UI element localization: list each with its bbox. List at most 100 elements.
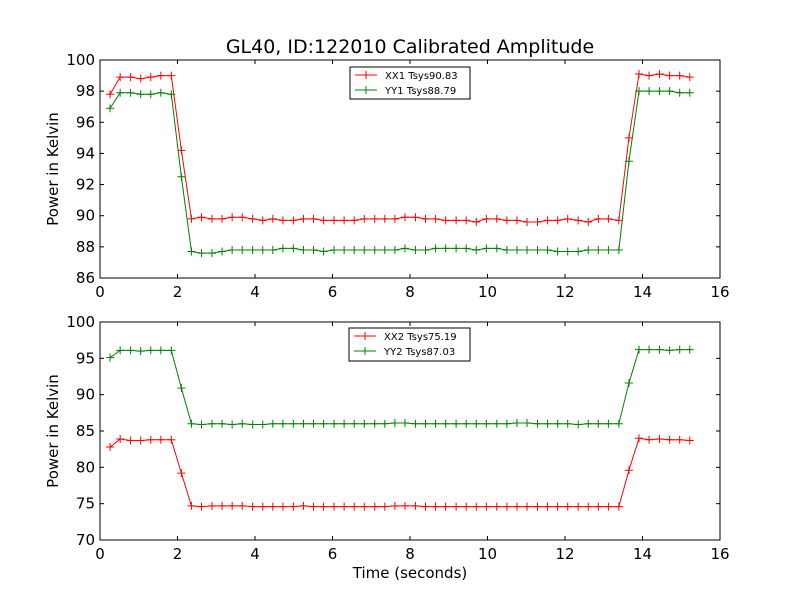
data-point — [492, 244, 501, 253]
data-point — [635, 345, 644, 354]
data-point — [207, 249, 216, 258]
legend-marker — [361, 332, 369, 340]
y-axis-label: Power in Kelvin — [44, 112, 62, 226]
legend-marker — [361, 347, 369, 355]
y-tick-label: 90 — [76, 207, 95, 225]
data-point — [289, 244, 298, 253]
data-point — [584, 245, 593, 254]
data-point — [106, 353, 115, 362]
data-point — [502, 419, 511, 428]
data-point — [533, 502, 542, 511]
data-point — [400, 213, 409, 222]
data-point — [421, 419, 430, 428]
data-point — [258, 245, 267, 254]
data-point — [319, 419, 328, 428]
data-point — [675, 88, 684, 97]
chart-title: GL40, ID:122010 Calibrated Amplitude — [226, 36, 594, 58]
data-point — [116, 88, 125, 97]
data-point — [268, 214, 277, 223]
data-point — [502, 502, 511, 511]
legend-label: YY2 Tsys87.03 — [383, 347, 455, 358]
x-tick-label: 10 — [478, 283, 497, 301]
data-point — [472, 502, 481, 511]
data-point — [624, 133, 633, 142]
data-point — [614, 502, 623, 511]
data-point — [197, 420, 206, 429]
x-tick-label: 8 — [405, 545, 415, 563]
data-point — [330, 419, 339, 428]
data-point — [228, 420, 237, 429]
y-tick-label: 96 — [76, 113, 95, 131]
data-point — [268, 245, 277, 254]
data-point — [400, 419, 409, 428]
data-point — [197, 213, 206, 222]
data-point — [146, 90, 155, 99]
data-point — [452, 419, 461, 428]
data-point — [441, 502, 450, 511]
data-point — [574, 420, 583, 429]
bottom-plot: 0 2 4 6 8 10 12 14 16 70 75 80 85 90 95 100 Power in Kel… — [44, 313, 730, 563]
data-point — [574, 247, 583, 256]
data-point — [594, 245, 603, 254]
data-point — [136, 347, 145, 356]
data-point — [167, 346, 176, 355]
data-point — [411, 245, 420, 254]
x-tick-label: 0 — [95, 283, 105, 301]
data-point — [482, 244, 491, 253]
data-point — [645, 71, 654, 80]
data-point — [248, 420, 257, 429]
y-tick-label: 75 — [76, 495, 95, 513]
data-point — [248, 214, 257, 223]
data-point — [523, 217, 532, 226]
data-point — [116, 346, 125, 355]
data-point — [116, 434, 125, 443]
data-point — [197, 249, 206, 258]
data-point — [645, 345, 654, 354]
data-point — [502, 245, 511, 254]
data-point — [675, 71, 684, 80]
data-point — [635, 70, 644, 79]
data-point — [278, 244, 287, 253]
data-point — [655, 70, 664, 79]
data-point — [685, 436, 694, 445]
data-point — [258, 502, 267, 511]
data-point — [156, 88, 165, 97]
data-point — [238, 245, 247, 254]
legend-marker — [362, 71, 370, 79]
data-point — [380, 214, 389, 223]
data-point — [268, 419, 277, 428]
data-point — [106, 104, 115, 113]
data-point — [278, 419, 287, 428]
data-point — [482, 214, 491, 223]
data-point — [187, 214, 196, 223]
legend-label: YY1 Tsys88.79 — [384, 86, 456, 97]
data-point — [482, 502, 491, 511]
legend-marker — [362, 86, 370, 94]
data-point — [594, 419, 603, 428]
data-point — [462, 502, 471, 511]
y-tick-label: 100 — [66, 313, 95, 331]
data-point — [187, 501, 196, 510]
data-point — [390, 245, 399, 254]
data-point — [238, 213, 247, 222]
data-point — [594, 502, 603, 511]
data-point — [584, 502, 593, 511]
data-point — [218, 419, 227, 428]
data-point — [228, 501, 237, 510]
data-point — [360, 502, 369, 511]
data-point — [472, 245, 481, 254]
data-point — [665, 87, 674, 96]
data-point — [106, 90, 115, 99]
data-point — [645, 87, 654, 96]
data-point — [655, 434, 664, 443]
data-point — [411, 213, 420, 222]
data-point — [492, 214, 501, 223]
data-point — [685, 73, 694, 82]
data-point — [156, 435, 165, 444]
data-point — [187, 247, 196, 256]
data-point — [441, 244, 450, 253]
data-point — [319, 247, 328, 256]
data-point — [512, 216, 521, 225]
data-point — [299, 245, 308, 254]
